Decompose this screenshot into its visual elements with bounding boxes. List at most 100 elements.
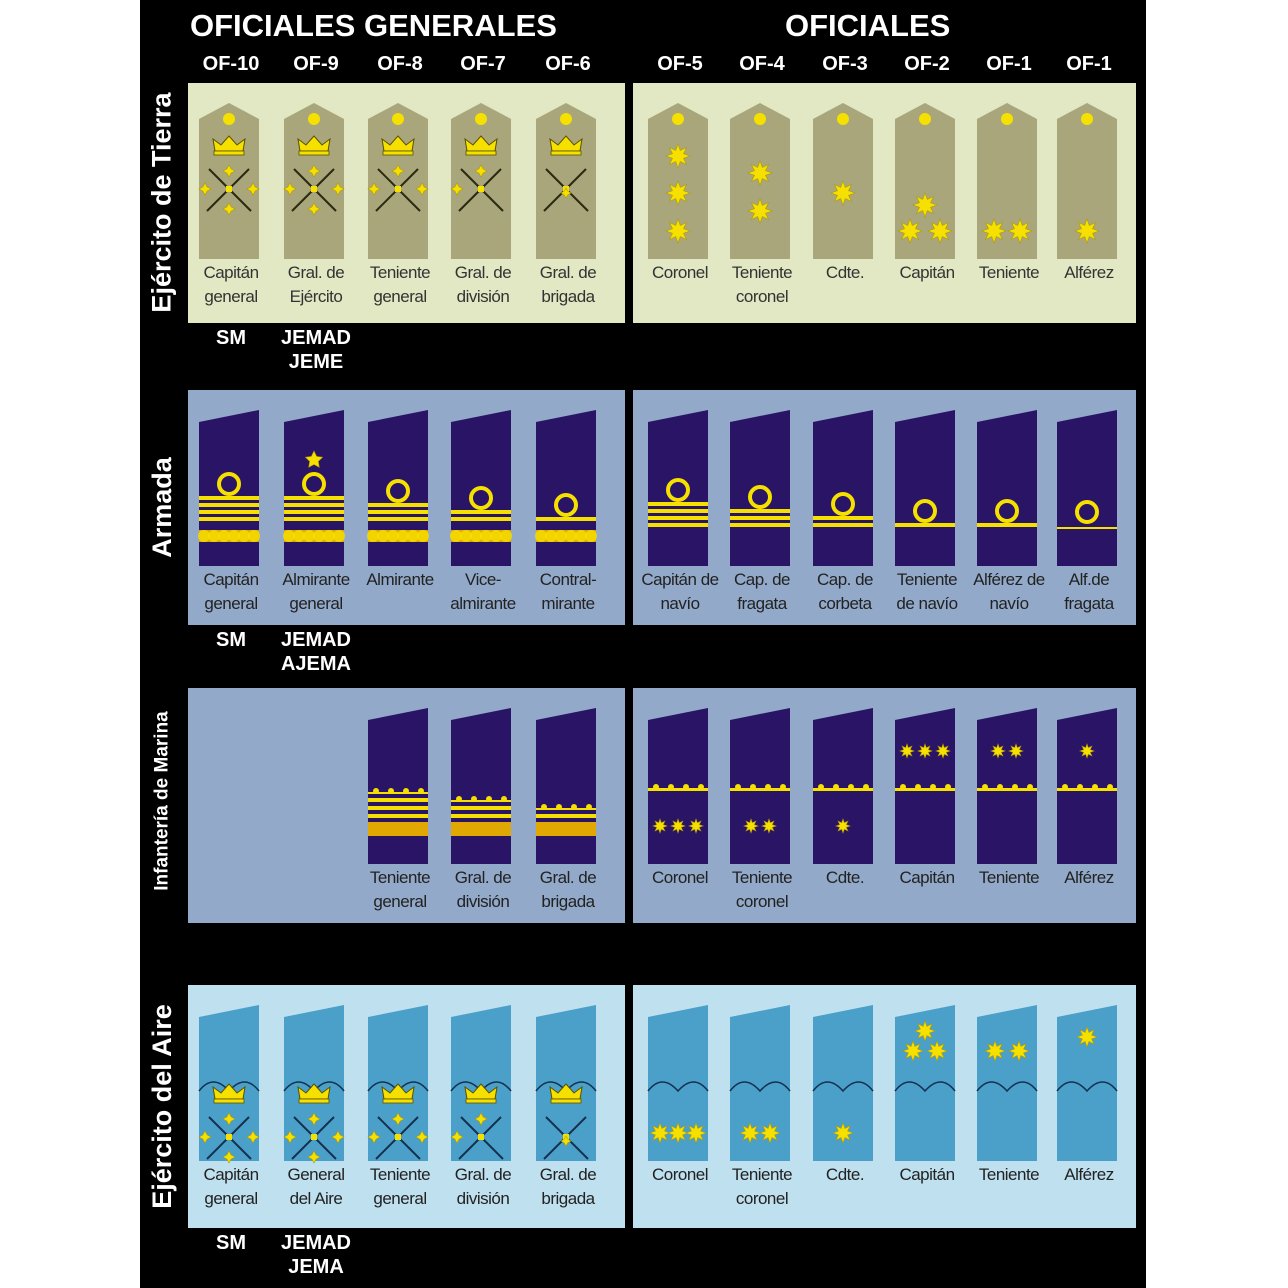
officer-shoulder-board [1057,708,1117,864]
group-title-generales: OFICIALES GENERALES [190,8,557,43]
officer-shoulder-board [647,1005,709,1161]
holder-label: SM [216,629,246,651]
nato-code: OF-5 [657,53,703,75]
rank-name: Capitán de navío [641,570,719,613]
panel-oficiales [633,985,1136,1228]
general-shoulder-board [367,1005,429,1161]
general-shoulder-board [283,1005,345,1164]
rank-name: Coronel [651,1165,709,1184]
rank-name: Contral- mirante [539,570,597,613]
general-shoulder-board [450,103,511,259]
officer-shoulder-board [730,708,790,864]
rank-name: Teniente coronel [731,868,793,911]
panel-oficiales [633,390,1136,625]
rank-name: Teniente [978,263,1040,282]
general-shoulder-board [535,410,597,566]
rank-name: Capitán [899,1165,955,1184]
branch-name: Ejército de Tierra [146,92,177,313]
rank-name: Capitán general [203,570,259,613]
rank-name: Teniente coronel [731,263,793,306]
rank-name: Capitán [899,868,955,887]
holder-label: JEMAD AJEMA [280,629,351,675]
rank-name: Gral. de brigada [539,1165,597,1208]
rank-name: Almirante [366,570,434,589]
nato-code: OF-9 [293,53,339,75]
nato-code: OF-2 [904,53,950,75]
rank-name: Teniente [978,868,1040,887]
officer-shoulder-board [812,1005,874,1161]
rank-name: Alférez [1064,868,1114,887]
general-shoulder-board [536,103,596,259]
rank-name: Capitán general [203,1165,259,1208]
general-shoulder-board [368,708,428,864]
officer-shoulder-board [813,410,873,566]
nato-code: OF-7 [460,53,506,75]
general-shoulder-board [283,103,345,259]
rank-name: Gral. de división [454,263,512,306]
officer-shoulder-board [730,410,790,566]
rank-name: Cap. de fragata [733,570,791,613]
branch-name: Infantería de Marina [151,710,172,891]
rank-name: Alférez [1064,263,1114,282]
rank-name: Cap. de corbeta [816,570,874,613]
nato-code: OF-8 [377,53,423,75]
general-shoulder-board [367,410,429,566]
officer-shoulder-board [895,410,955,566]
rank-name: Vice- almirante [450,570,516,613]
officer-shoulder-board [813,103,873,259]
rank-name: Teniente de navío [896,570,958,613]
officer-shoulder-board [895,103,955,259]
officer-shoulder-board [813,708,873,864]
officer-shoulder-board [977,708,1037,864]
rank-name: Cdte. [825,263,865,282]
rank-name: Alférez de navío [973,570,1045,613]
rank-name: Capitán [899,263,955,282]
general-shoulder-board [536,708,596,864]
officer-shoulder-board [1057,410,1117,566]
nato-code: OF-1 [986,53,1032,75]
panel-oficiales [633,688,1136,923]
group-title-oficiales: OFICIALES [785,8,951,43]
officer-shoulder-board [1057,103,1117,259]
officer-shoulder-board [648,103,708,259]
general-shoulder-board [367,103,429,259]
rank-name: Gral. de división [454,868,512,911]
general-shoulder-board [198,1005,260,1164]
rank-name: Almirante general [282,570,350,613]
rank-name: Teniente general [369,263,431,306]
rank-name: General del Aire [287,1165,345,1208]
general-shoulder-board [450,1005,512,1161]
rank-name: Capitán general [203,263,259,306]
nato-code: OF-1 [1066,53,1112,75]
branch-name: Armada [146,456,177,558]
rank-name: Cdte. [825,868,865,887]
rank-name: Teniente general [369,868,431,911]
officer-shoulder-board [730,103,790,259]
rank-name: Teniente coronel [731,1165,793,1208]
general-shoulder-board [283,410,345,566]
general-shoulder-board [450,410,512,566]
holder-label: JEMAD JEME [280,327,351,373]
holder-label: SM [216,1232,246,1254]
general-shoulder-board [198,410,260,566]
nato-code: OF-10 [202,53,260,75]
officer-shoulder-board [976,1005,1038,1161]
rank-name: Gral. de brigada [539,868,597,911]
officer-shoulder-board [977,410,1037,566]
nato-code: OF-6 [545,53,591,75]
officer-shoulder-board [648,708,708,864]
general-shoulder-board [451,708,511,864]
general-shoulder-board [535,1005,597,1161]
general-shoulder-board [198,103,260,259]
rank-name: Coronel [651,263,709,282]
rank-name: Cdte. [825,1165,865,1184]
officer-shoulder-board [895,708,955,864]
officer-shoulder-board [977,103,1037,259]
officer-shoulder-board [1056,1005,1118,1161]
branch-name: Ejército del Aire [146,1003,177,1209]
holder-label: JEMAD JEMA [280,1232,351,1278]
rank-name: Gral. de Ejército [287,263,345,306]
nato-code: OF-3 [822,53,868,75]
rank-name: Coronel [651,868,709,887]
officer-shoulder-board [894,1005,956,1161]
